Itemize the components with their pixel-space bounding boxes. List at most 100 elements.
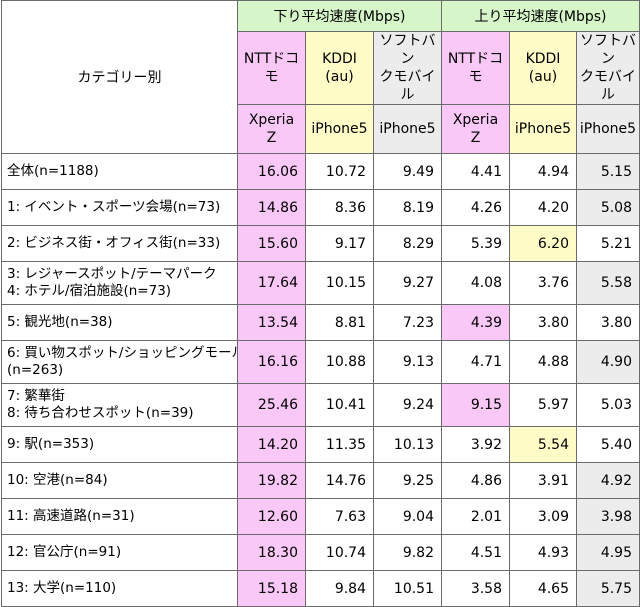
speed-value-cell: 9.82	[373, 534, 442, 571]
category-line: 9: 駅(n=353)	[7, 436, 95, 452]
up-device-header-1: iPhone5	[509, 104, 577, 154]
speed-value-cell: 15.60	[237, 225, 306, 262]
device-name-line: iPhone5	[514, 121, 572, 137]
device-name-line: iPhone5	[379, 121, 436, 137]
category-line: 10: 空港(n=84)	[7, 472, 108, 488]
speed-value-cell: 4.95	[576, 534, 640, 571]
category-line: 12: 官公庁(n=91)	[7, 544, 122, 560]
carrier-name-line: モ	[264, 69, 279, 85]
speed-value-cell: 17.64	[237, 261, 306, 305]
speed-value-cell: 3.98	[576, 498, 640, 535]
carrier-name-line: クモバイル	[379, 69, 436, 103]
category-header: カテゴリー別	[1, 0, 238, 154]
up-speed-group-header: 上り平均速度(Mbps)	[441, 0, 640, 32]
device-name-line: iPhone5	[311, 121, 368, 137]
speed-value-cell: 6.20	[509, 225, 577, 262]
speed-value-cell: 4.41	[441, 153, 510, 190]
table-row: 2: ビジネス街・オフィス街(n=33) 15.60 9.17 8.29 5.39 6.2…	[1, 225, 640, 262]
table-row: 9: 駅(n=353) 14.20 11.35 10.13 3.92 5.54 5.40	[1, 426, 640, 463]
table-row: 7: 繁華街 8: 待ち合わせスポット(n=39) 25.46 10.41 9.24 9.…	[1, 383, 640, 427]
speed-value-cell: 4.90	[576, 340, 640, 384]
row-category-label: 10: 空港(n=84)	[1, 462, 238, 499]
speed-value-cell: 4.88	[509, 340, 577, 384]
speed-value-cell: 5.58	[576, 261, 640, 305]
carrier-name-line: クモバイル	[580, 69, 636, 103]
speed-value-cell: 10.72	[305, 153, 374, 190]
speed-value-cell: 3.09	[509, 498, 577, 535]
row-category-label: 11: 高速道路(n=31)	[1, 498, 238, 535]
speed-value-cell: 25.46	[237, 383, 306, 427]
speed-value-cell: 5.54	[509, 426, 577, 463]
down-device-header-1: iPhone5	[305, 104, 374, 154]
up-carrier-header-1: KDDI (au)	[509, 31, 577, 105]
speed-value-cell: 11.35	[305, 426, 374, 463]
table-header: カテゴリー別 下り平均速度(Mbps) 上り平均速度(Mbps) NTTドコモ K…	[1, 0, 640, 154]
speed-value-cell: 3.80	[576, 304, 640, 341]
speed-value-cell: 2.01	[441, 498, 510, 535]
speed-value-cell: 3.80	[509, 304, 577, 341]
speed-value-cell: 9.49	[373, 153, 442, 190]
down-carrier-header-1: KDDI (au)	[305, 31, 374, 105]
row-category-label: 12: 官公庁(n=91)	[1, 534, 238, 571]
speed-value-cell: 16.06	[237, 153, 306, 190]
speed-value-cell: 4.93	[509, 534, 577, 571]
carrier-name-line: モ	[468, 69, 483, 85]
speed-value-cell: 7.23	[373, 304, 442, 341]
speed-value-cell: 8.81	[305, 304, 374, 341]
category-line: (n=263)	[7, 362, 64, 378]
down-carrier-header-2: ソフトバン クモバイル	[373, 31, 442, 105]
speed-value-cell: 4.08	[441, 261, 510, 305]
speed-value-cell: 19.82	[237, 462, 306, 499]
speed-value-cell: 9.15	[441, 383, 510, 427]
speed-value-cell: 3.76	[509, 261, 577, 305]
speed-value-cell: 8.36	[305, 189, 374, 226]
speed-value-cell: 5.21	[576, 225, 640, 262]
speed-value-cell: 4.86	[441, 462, 510, 499]
speed-value-cell: 10.15	[305, 261, 374, 305]
speed-value-cell: 10.74	[305, 534, 374, 571]
speed-value-cell: 12.60	[237, 498, 306, 535]
speed-value-cell: 10.88	[305, 340, 374, 384]
carrier-name-line: NTTドコ	[243, 51, 300, 67]
category-line: 6: 買い物スポット/ショッピングモール	[7, 345, 238, 361]
row-category-label: 5: 観光地(n=38)	[1, 304, 238, 341]
speed-value-cell: 5.75	[576, 570, 640, 607]
down-device-header-2: iPhone5	[373, 104, 442, 154]
table-row: 1: イベント・スポーツ会場(n=73) 14.86 8.36 8.19 4.26 4.2…	[1, 189, 640, 226]
speed-value-cell: 4.65	[509, 570, 577, 607]
speed-value-cell: 4.51	[441, 534, 510, 571]
speed-value-cell: 7.63	[305, 498, 374, 535]
speed-value-cell: 5.40	[576, 426, 640, 463]
row-category-label: 全体(n=1188)	[1, 153, 238, 190]
table-row: 6: 買い物スポット/ショッピングモール (n=263) 16.16 10.88 9.1…	[1, 340, 640, 384]
device-name-line: Z	[266, 130, 277, 146]
category-line: 8: 待ち合わせスポット(n=39)	[7, 405, 194, 421]
device-name-line: Xperia	[248, 112, 295, 128]
up-device-header-2: iPhone5	[576, 104, 640, 154]
carrier-name-line: ソフトバン	[379, 33, 436, 67]
speed-value-cell: 9.13	[373, 340, 442, 384]
category-line: 11: 高速道路(n=31)	[7, 508, 135, 524]
table-row: 13: 大学(n=110) 15.18 9.84 10.51 3.58 4.65 5.75	[1, 570, 640, 607]
carrier-name-line: NTTドコ	[447, 51, 504, 67]
speed-value-cell: 13.54	[237, 304, 306, 341]
speed-value-cell: 10.13	[373, 426, 442, 463]
table-row: 11: 高速道路(n=31) 12.60 7.63 9.04 2.01 3.09 3.98	[1, 498, 640, 535]
category-line: 3: レジャースポット/テーマパーク	[7, 266, 217, 282]
speed-value-cell: 14.86	[237, 189, 306, 226]
speed-value-cell: 4.26	[441, 189, 510, 226]
speed-value-cell: 9.25	[373, 462, 442, 499]
carrier-name-line: (au)	[528, 69, 558, 85]
category-line: 13: 大学(n=110)	[7, 580, 117, 596]
speed-value-cell: 5.08	[576, 189, 640, 226]
speed-value-cell: 16.16	[237, 340, 306, 384]
row-category-label: 13: 大学(n=110)	[1, 570, 238, 607]
row-category-label: 7: 繁華街 8: 待ち合わせスポット(n=39)	[1, 383, 238, 427]
device-name-line: iPhone5	[579, 121, 637, 137]
device-name-line: Z	[470, 130, 481, 146]
speed-value-cell: 5.39	[441, 225, 510, 262]
speed-value-cell: 14.20	[237, 426, 306, 463]
speed-value-cell: 14.76	[305, 462, 374, 499]
speed-value-cell: 5.15	[576, 153, 640, 190]
up-device-header-0: Xperia Z	[441, 104, 510, 154]
